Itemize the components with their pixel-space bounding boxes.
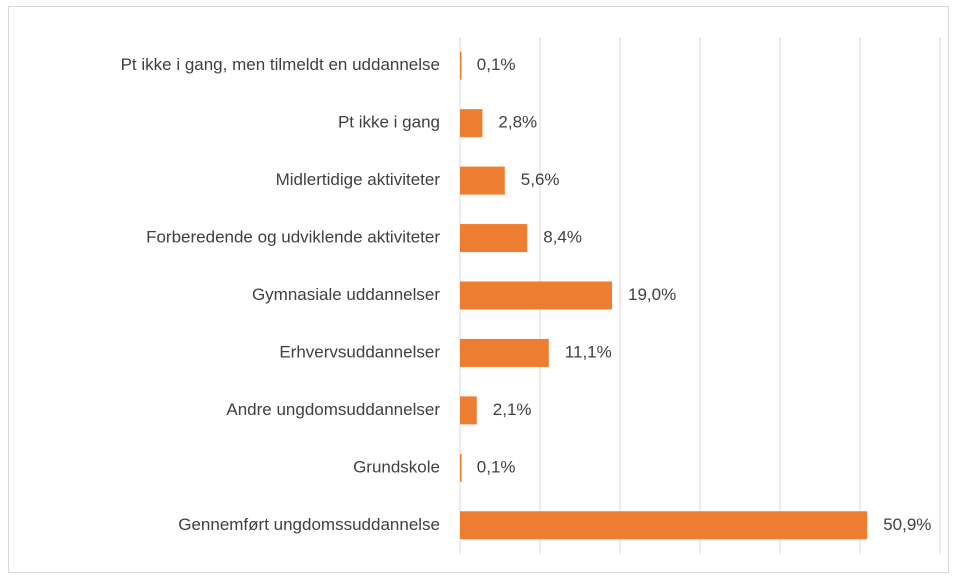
y-tick-label: Pt ikke i gang, men tilmeldt en uddannel… (121, 55, 440, 74)
y-tick-label: Grundskole (353, 457, 440, 476)
y-tick-label: Andre ungdomsuddannelser (226, 400, 440, 419)
y-tick-label: Pt ikke i gang (338, 113, 440, 132)
bar (460, 51, 462, 80)
data-label: 11,1% (565, 342, 612, 361)
data-label: 19,0% (628, 285, 676, 304)
bar (460, 338, 549, 367)
bar (460, 511, 868, 540)
y-tick-label: Gennemført ungdomssuddannelse (178, 515, 440, 534)
data-label: 0,1% (477, 55, 516, 74)
data-label: 2,8% (498, 113, 537, 132)
bar (460, 224, 528, 253)
bar (460, 109, 483, 138)
data-label: 50,9% (883, 515, 931, 534)
y-tick-label: Erhvervsuddannelser (279, 342, 440, 361)
data-label: 8,4% (543, 228, 582, 247)
y-tick-label: Midlertidige aktiviteter (276, 170, 441, 189)
data-label: 2,1% (493, 400, 532, 419)
bar (460, 281, 612, 310)
bar (460, 453, 462, 482)
y-tick-label: Forberedende og udviklende aktiviteter (146, 228, 440, 247)
data-label: 0,1% (477, 457, 516, 476)
bar (460, 396, 477, 425)
data-label: 5,6% (521, 170, 560, 189)
bar (460, 166, 505, 195)
y-tick-label: Gymnasiale uddannelser (252, 285, 440, 304)
